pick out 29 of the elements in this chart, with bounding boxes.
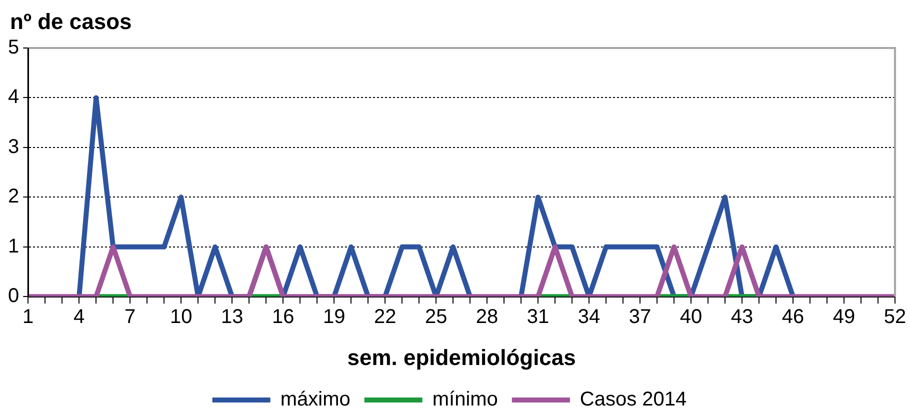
y-axis-title: nº de casos bbox=[10, 9, 132, 34]
x-tick-label: 37 bbox=[628, 306, 652, 328]
x-tick-label: 19 bbox=[322, 306, 346, 328]
y-tick-label: 3 bbox=[8, 136, 20, 158]
x-tick-label: 4 bbox=[74, 306, 85, 328]
x-tick-label: 46 bbox=[782, 306, 804, 328]
legend-label: Casos 2014 bbox=[580, 388, 687, 411]
x-tick-label: 13 bbox=[220, 306, 244, 328]
x-tick-label: 7 bbox=[124, 306, 136, 328]
x-tick-label: 43 bbox=[730, 306, 754, 328]
y-tick-label: 4 bbox=[8, 86, 20, 108]
x-tick-label: 10 bbox=[170, 306, 192, 328]
x-tick-label: 16 bbox=[272, 306, 294, 328]
x-tick-label: 25 bbox=[424, 306, 448, 328]
x-tick-label: 49 bbox=[832, 306, 856, 328]
x-tick-label: 31 bbox=[526, 306, 550, 328]
x-tick-label: 34 bbox=[578, 306, 600, 328]
x-tick-label: 28 bbox=[476, 306, 498, 328]
legend-label: máximo bbox=[280, 388, 350, 411]
x-tick-label: 40 bbox=[680, 306, 702, 328]
y-tick-label: 2 bbox=[8, 186, 20, 208]
legend-label: mínimo bbox=[432, 388, 498, 411]
x-tick-label: 52 bbox=[884, 306, 906, 328]
y-tick-label: 5 bbox=[8, 36, 20, 59]
y-tick-label: 0 bbox=[8, 285, 20, 308]
x-tick-label: 22 bbox=[374, 306, 396, 328]
y-tick-label: 1 bbox=[8, 235, 20, 258]
x-axis-title: sem. epidemiológicas bbox=[347, 344, 576, 370]
x-tick-label: 1 bbox=[22, 306, 34, 328]
